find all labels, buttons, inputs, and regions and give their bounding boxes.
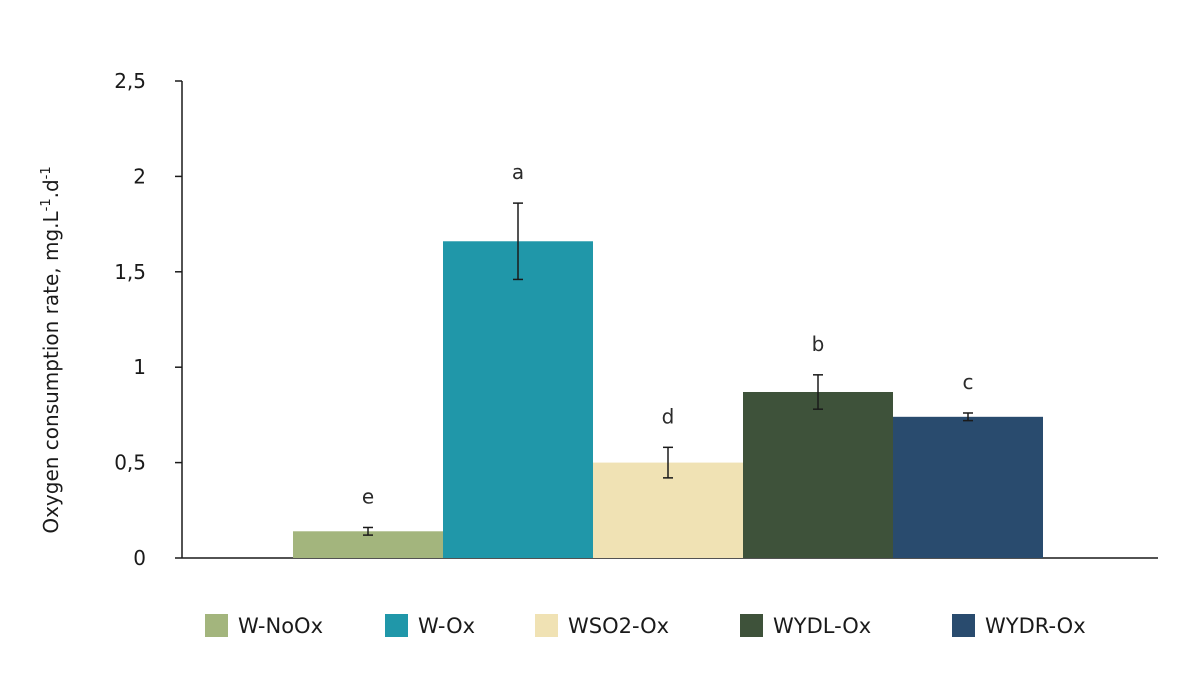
y-ticks: 0 0,5 1 1,5 2 2,5: [114, 69, 182, 570]
y-tick-label: 0: [133, 546, 146, 570]
error-bars: [363, 202, 973, 536]
bars: [293, 241, 1043, 558]
significance-letter-c: c: [963, 370, 974, 394]
bar-wydl-ox: [743, 392, 893, 558]
y-axis-title-sup2: -1: [39, 166, 54, 179]
legend-label-w-noox: W-NoOx: [238, 614, 323, 638]
legend-swatch-w-ox: [385, 614, 408, 637]
y-axis-title-main: Oxygen consumption rate, mg.L: [39, 210, 63, 533]
legend-label-wso2-ox: WSO2-Ox: [568, 614, 669, 638]
legend-swatch-wydr-ox: [952, 614, 975, 637]
legend: W-NoOx W-Ox WSO2-Ox WYDL-Ox WYDR-Ox: [205, 614, 1086, 638]
legend-label-w-ox: W-Ox: [418, 614, 475, 638]
y-axis-title-sup1: -1: [39, 198, 54, 211]
y-axis-title-mid: .d: [39, 179, 63, 198]
legend-swatch-w-noox: [205, 614, 228, 637]
bar-w-ox: [443, 241, 593, 558]
y-tick-label: 0,5: [114, 451, 146, 475]
y-tick-label: 1,5: [114, 260, 146, 284]
y-axis-title: Oxygen consumption rate, mg.L-1.d-1: [39, 166, 63, 533]
y-tick-label: 2: [133, 164, 146, 188]
significance-letter-a: a: [512, 160, 524, 184]
legend-label-wydr-ox: WYDR-Ox: [985, 614, 1086, 638]
plot-area: 0 0,5 1 1,5 2 2,5 e a d b c: [114, 69, 1158, 570]
significance-letter-e: e: [362, 484, 374, 508]
y-tick-label: 2,5: [114, 69, 146, 93]
legend-swatch-wydl-ox: [740, 614, 763, 637]
significance-letter-d: d: [662, 404, 675, 428]
bar-wydr-ox: [893, 416, 1043, 558]
legend-swatch-wso2-ox: [535, 614, 558, 637]
y-tick-label: 1: [133, 355, 146, 379]
significance-letters: e a d b c: [362, 160, 974, 508]
legend-label-wydl-ox: WYDL-Ox: [773, 614, 871, 638]
significance-letter-b: b: [812, 332, 825, 356]
